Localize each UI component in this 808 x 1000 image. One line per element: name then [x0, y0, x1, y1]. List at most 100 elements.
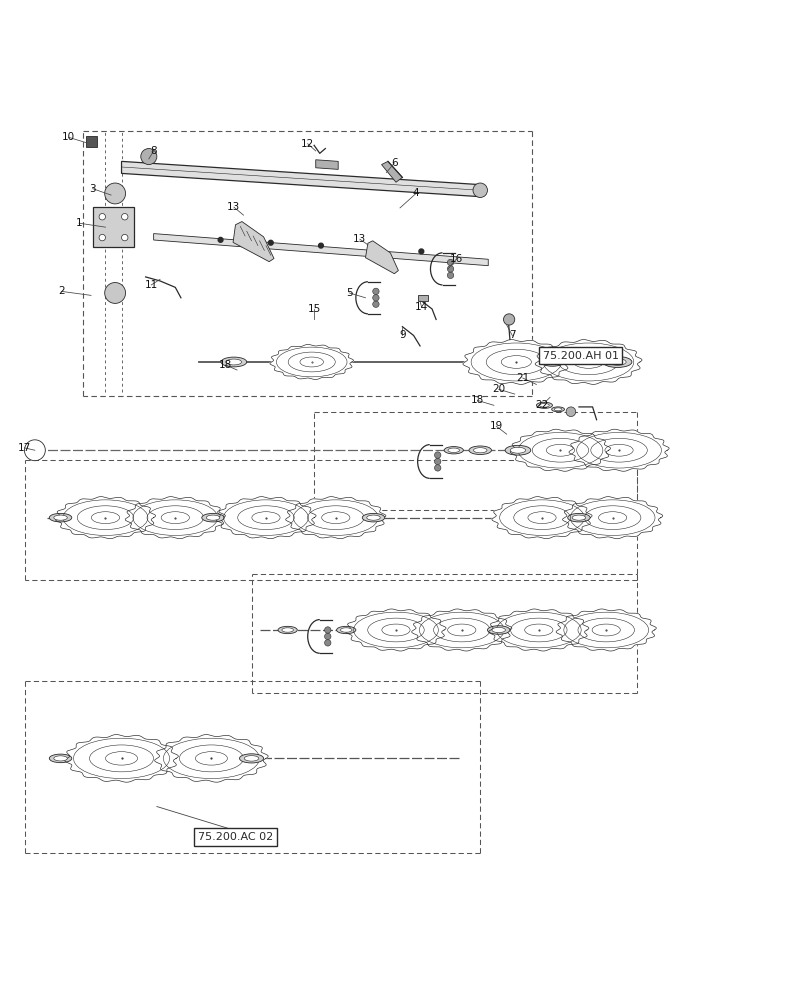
Ellipse shape [202, 513, 225, 522]
Polygon shape [381, 161, 402, 182]
Text: 1: 1 [76, 218, 82, 228]
Polygon shape [365, 241, 398, 274]
Text: 20: 20 [492, 384, 505, 394]
Text: 19: 19 [490, 421, 503, 431]
Text: 4: 4 [413, 188, 419, 198]
Text: 18: 18 [471, 395, 485, 405]
Ellipse shape [367, 515, 381, 520]
Ellipse shape [510, 447, 526, 453]
Ellipse shape [540, 403, 549, 407]
Circle shape [372, 288, 379, 295]
Ellipse shape [444, 447, 463, 454]
Text: 12: 12 [301, 139, 314, 149]
Circle shape [503, 314, 515, 325]
Text: 5: 5 [346, 288, 353, 298]
Polygon shape [346, 609, 446, 651]
Circle shape [448, 266, 454, 272]
Ellipse shape [608, 359, 626, 365]
Ellipse shape [541, 358, 564, 366]
Text: 18: 18 [219, 360, 233, 370]
Circle shape [121, 234, 128, 241]
Circle shape [448, 259, 454, 266]
Polygon shape [154, 234, 488, 266]
Ellipse shape [545, 359, 559, 365]
Polygon shape [94, 207, 133, 247]
Circle shape [372, 301, 379, 307]
Ellipse shape [49, 754, 72, 763]
Polygon shape [562, 497, 663, 539]
Bar [419, 295, 428, 301]
Ellipse shape [572, 515, 586, 520]
Text: 75.200.AH 01: 75.200.AH 01 [542, 351, 619, 361]
Polygon shape [511, 429, 611, 471]
Polygon shape [121, 161, 480, 197]
Text: 15: 15 [308, 304, 321, 314]
Circle shape [141, 149, 157, 165]
Circle shape [435, 458, 441, 465]
Text: 14: 14 [415, 302, 428, 312]
Circle shape [24, 440, 45, 461]
Text: 3: 3 [90, 184, 96, 194]
Ellipse shape [226, 359, 242, 365]
Text: 7: 7 [509, 330, 516, 340]
Ellipse shape [54, 756, 67, 761]
Polygon shape [412, 609, 511, 651]
Ellipse shape [221, 357, 246, 367]
Text: 75.200.AC 02: 75.200.AC 02 [198, 832, 273, 842]
Ellipse shape [239, 754, 263, 763]
Text: 13: 13 [227, 202, 241, 212]
Circle shape [372, 295, 379, 301]
Polygon shape [233, 222, 274, 262]
Ellipse shape [337, 626, 356, 634]
Ellipse shape [603, 356, 632, 367]
Circle shape [448, 272, 454, 279]
Polygon shape [65, 735, 179, 782]
Circle shape [99, 234, 106, 241]
Polygon shape [556, 609, 656, 651]
Text: 11: 11 [145, 280, 158, 290]
Text: 21: 21 [516, 373, 529, 383]
Circle shape [435, 452, 441, 458]
Ellipse shape [473, 183, 487, 197]
Circle shape [419, 249, 423, 254]
Ellipse shape [49, 513, 72, 522]
Ellipse shape [554, 408, 562, 411]
Ellipse shape [469, 446, 491, 455]
Text: 6: 6 [391, 158, 398, 168]
Circle shape [121, 214, 128, 220]
Text: 16: 16 [449, 254, 463, 264]
Circle shape [318, 243, 323, 248]
Ellipse shape [362, 513, 385, 522]
Ellipse shape [537, 402, 553, 408]
Polygon shape [270, 344, 353, 380]
Polygon shape [154, 735, 268, 782]
Circle shape [325, 633, 331, 640]
Polygon shape [492, 497, 592, 539]
Ellipse shape [487, 626, 510, 634]
Ellipse shape [505, 445, 531, 455]
Ellipse shape [492, 627, 506, 633]
Circle shape [325, 627, 331, 633]
Text: 17: 17 [18, 443, 31, 453]
Ellipse shape [282, 628, 293, 632]
Text: 8: 8 [150, 146, 157, 156]
Text: 9: 9 [399, 330, 406, 340]
Ellipse shape [473, 448, 487, 453]
Polygon shape [286, 497, 386, 539]
Circle shape [105, 183, 125, 204]
Ellipse shape [206, 515, 220, 520]
Polygon shape [125, 497, 225, 539]
Circle shape [325, 640, 331, 646]
Bar [86, 136, 97, 147]
Circle shape [99, 214, 106, 220]
Polygon shape [535, 340, 642, 384]
Polygon shape [489, 609, 589, 651]
Polygon shape [463, 340, 570, 384]
Ellipse shape [244, 756, 259, 761]
Polygon shape [316, 160, 339, 169]
Circle shape [566, 407, 576, 417]
Ellipse shape [568, 513, 590, 522]
Ellipse shape [340, 628, 352, 632]
Circle shape [268, 240, 273, 245]
Text: 13: 13 [353, 234, 367, 244]
